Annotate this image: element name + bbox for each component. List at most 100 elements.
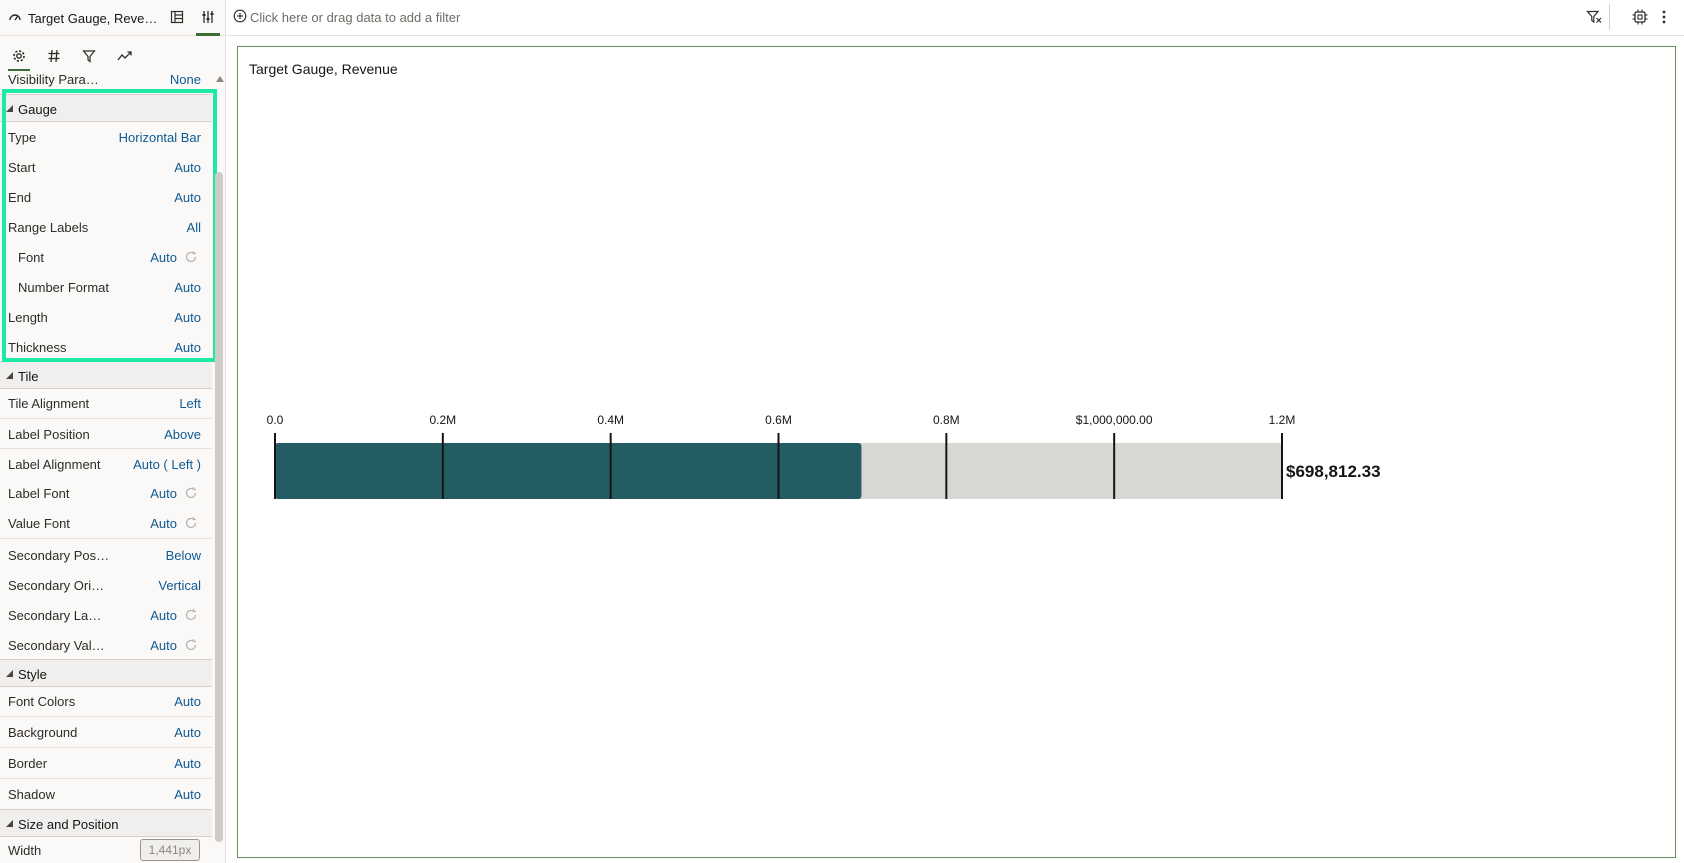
prop-value[interactable]: Auto [150, 516, 177, 531]
reset-icon[interactable] [184, 608, 198, 622]
panel-title-group[interactable]: Target Gauge, Reve… [8, 8, 157, 28]
toolbar-separator [1609, 4, 1610, 30]
panel-scrollbar[interactable] [214, 72, 224, 863]
prop-value[interactable]: Auto [174, 160, 201, 175]
prop-type[interactable]: Type Horizontal Bar [0, 122, 212, 152]
prop-label: Secondary La… [8, 608, 102, 623]
prop-font-colors[interactable]: Font Colors Auto [0, 686, 212, 716]
prop-value[interactable]: Auto [174, 694, 201, 709]
filter-options-button[interactable] [1584, 8, 1604, 28]
prop-value[interactable]: Auto [150, 608, 177, 623]
scroll-thumb[interactable] [215, 172, 223, 842]
gauge-tick-label: $1,000,000.00 [1076, 413, 1153, 427]
layout-button[interactable] [165, 6, 189, 30]
property-tabs [0, 42, 226, 72]
prop-value[interactable]: Auto [174, 787, 201, 802]
prop-secondary-label[interactable]: Secondary La… Auto [0, 600, 212, 630]
tab-values[interactable] [41, 44, 67, 70]
section-tile[interactable]: Tile [0, 361, 212, 389]
row-divider [0, 747, 212, 748]
prop-label: Secondary Pos… [8, 548, 110, 563]
prop-label: Tile Alignment [8, 396, 90, 411]
section-gauge[interactable]: Gauge [0, 94, 212, 122]
tab-general[interactable] [6, 44, 32, 71]
section-size-position[interactable]: Size and Position [0, 809, 212, 837]
prop-secondary-value[interactable]: Secondary Val… Auto [0, 630, 212, 660]
prop-label-font[interactable]: Label Font Auto [0, 478, 212, 508]
prop-value[interactable]: Auto [150, 486, 177, 501]
more-options-button[interactable] [1657, 7, 1671, 29]
prop-visibility-parameter[interactable]: Visibility Para… None [0, 72, 212, 94]
prop-value[interactable]: Above [164, 427, 201, 442]
section-style[interactable]: Style [0, 659, 212, 687]
add-filter-area[interactable]: Click here or drag data to add a filter [233, 9, 460, 26]
prop-label: Label Font [8, 486, 70, 501]
visualization-canvas[interactable]: Target Gauge, Revenue 0.0 0.2M 0.4M 0.6M 0.8… [237, 46, 1676, 858]
property-list: Visibility Para… None Gauge Type Horizon… [0, 72, 212, 863]
prop-value[interactable]: Auto [174, 725, 201, 740]
prop-range-labels[interactable]: Range Labels All [0, 212, 212, 242]
properties-button[interactable] [196, 6, 220, 36]
tab-analytics[interactable] [112, 44, 138, 70]
prop-label: Width [8, 843, 42, 858]
gauge-value-label: $698,812.33 [1286, 462, 1381, 481]
prop-background[interactable]: Background Auto [0, 717, 212, 747]
gauge-tick-label: 0.0 [267, 413, 284, 427]
prop-value[interactable]: Auto [150, 250, 177, 265]
collapse-triangle-icon [6, 670, 13, 677]
prop-value[interactable]: Auto [174, 190, 201, 205]
prop-number-format[interactable]: Number Format Auto [0, 272, 212, 302]
assistant-button[interactable] [1629, 7, 1651, 29]
vertical-ellipsis-icon [1662, 9, 1666, 28]
row-divider [0, 778, 212, 779]
prop-value[interactable]: Auto [174, 340, 201, 355]
reset-icon[interactable] [184, 250, 198, 264]
prop-value[interactable]: Auto [174, 756, 201, 771]
prop-label-position[interactable]: Label Position Above [0, 419, 212, 449]
gauge-tick-label: 0.2M [429, 413, 456, 427]
prop-start[interactable]: Start Auto [0, 152, 212, 182]
prop-value[interactable]: Auto [174, 310, 201, 325]
prop-value[interactable]: Auto [174, 280, 201, 295]
prop-end[interactable]: End Auto [0, 182, 212, 212]
reset-icon[interactable] [184, 486, 198, 500]
prop-thickness[interactable]: Thickness Auto [0, 332, 212, 362]
prop-value[interactable]: Auto ( Left ) [133, 457, 201, 472]
gauge-icon [8, 10, 22, 27]
prop-value[interactable]: Vertical [158, 578, 201, 593]
tab-filters[interactable] [76, 44, 102, 70]
collapse-triangle-icon [6, 372, 13, 379]
reset-icon[interactable] [184, 638, 198, 652]
row-divider [0, 538, 212, 539]
prop-secondary-position[interactable]: Secondary Pos… Below [0, 540, 212, 570]
prop-value[interactable]: Below [165, 548, 201, 563]
prop-value[interactable]: Left [179, 396, 201, 411]
reset-icon[interactable] [184, 516, 198, 530]
section-title: Style [18, 667, 47, 682]
prop-shadow[interactable]: Shadow Auto [0, 779, 212, 809]
add-circle-icon [233, 9, 247, 26]
prop-width[interactable]: Width 1,441px [0, 835, 212, 863]
prop-label: Shadow [8, 787, 55, 802]
gauge-tick-label: 0.8M [933, 413, 960, 427]
prop-tile-alignment[interactable]: Tile Alignment Left [0, 388, 212, 418]
prop-label-alignment[interactable]: Label Alignment Auto ( Left ) [0, 449, 212, 479]
prop-length[interactable]: Length Auto [0, 302, 212, 332]
prop-value[interactable]: Horizontal Bar [118, 130, 201, 145]
prop-label: Label Alignment [8, 457, 101, 472]
prop-label: Type [8, 130, 37, 145]
scroll-up-arrow-icon[interactable] [216, 76, 224, 82]
width-input[interactable]: 1,441px [140, 839, 200, 861]
target-gauge-chart: 0.0 0.2M 0.4M 0.6M 0.8M $1,000,000.00 1.2M $698… [267, 413, 1381, 499]
prop-border[interactable]: Border Auto [0, 748, 212, 778]
prop-font[interactable]: Font Auto [0, 242, 212, 272]
prop-label: Font [18, 250, 45, 265]
prop-value-font[interactable]: Value Font Auto [0, 508, 212, 538]
prop-value[interactable]: All [186, 220, 201, 235]
prop-value[interactable]: None [169, 72, 201, 87]
section-title: Gauge [18, 102, 58, 117]
gear-icon [11, 48, 27, 67]
prop-secondary-orientation[interactable]: Secondary Ori… Vertical [0, 570, 212, 600]
filter-placeholder: Click here or drag data to add a filter [250, 10, 461, 25]
prop-value[interactable]: Auto [150, 638, 177, 653]
